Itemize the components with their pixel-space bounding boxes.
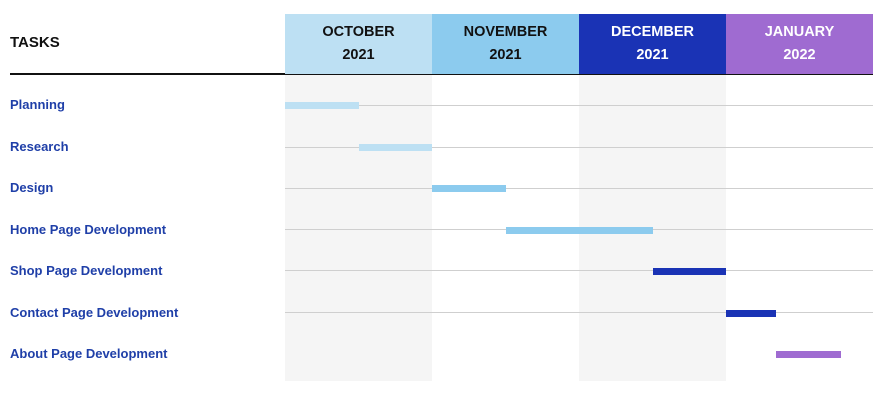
task-label: Research xyxy=(10,139,69,154)
task-bar xyxy=(285,102,359,109)
month-header: NOVEMBER 2021 xyxy=(432,14,579,74)
month-column-shade xyxy=(285,75,432,381)
month-year: 2021 xyxy=(342,47,375,63)
task-bar xyxy=(505,227,653,234)
task-label: Contact Page Development xyxy=(10,305,179,320)
month-name: OCTOBER xyxy=(322,24,395,40)
tasks-heading: TASKS xyxy=(10,34,60,51)
task-bar xyxy=(726,310,776,317)
month-year: 2022 xyxy=(783,47,816,63)
task-bar xyxy=(358,144,432,151)
task-label: Design xyxy=(10,180,54,195)
row-gridline xyxy=(285,188,873,189)
month-header: JANUARY 2022 xyxy=(726,14,873,74)
task-label: Home Page Development xyxy=(10,222,167,237)
row-gridline xyxy=(285,147,873,148)
task-label: About Page Development xyxy=(10,346,168,361)
row-gridline xyxy=(285,270,873,271)
month-year: 2021 xyxy=(489,47,522,63)
task-bar xyxy=(652,268,726,275)
month-header: OCTOBER 2021 xyxy=(285,14,432,74)
month-year: 2021 xyxy=(636,47,669,63)
task-bar xyxy=(432,185,506,192)
header-divider xyxy=(10,73,873,75)
task-bar xyxy=(775,351,841,358)
row-gridline xyxy=(285,312,873,313)
row-gridline xyxy=(285,105,873,106)
task-label: Shop Page Development xyxy=(10,263,163,278)
month-name: NOVEMBER xyxy=(463,24,548,40)
month-name: DECEMBER xyxy=(611,24,694,40)
month-name: JANUARY xyxy=(764,24,835,40)
task-label: Planning xyxy=(10,97,65,112)
month-header: DECEMBER 2021 xyxy=(579,14,726,74)
